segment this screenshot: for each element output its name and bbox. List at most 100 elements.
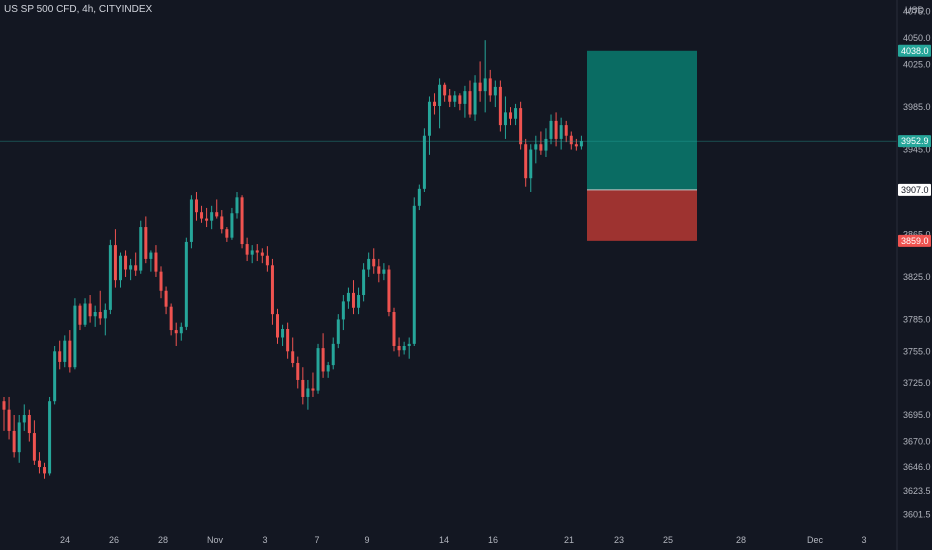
candle-body (351, 292, 355, 308)
candle-body (493, 86, 497, 96)
candle-body (569, 135, 573, 145)
x-tick-label: 16 (488, 535, 498, 545)
candle-body (48, 401, 52, 474)
price-axis[interactable]: 4075.0 4050.0 4025.0 3985.0 3945.0 3865.0 3825… (896, 0, 931, 550)
candle-body (149, 252, 153, 259)
candle-body (73, 305, 77, 368)
y-tick-label: 4025.0 (903, 60, 931, 70)
candle-body (473, 82, 477, 115)
x-tick-label: 9 (364, 535, 369, 545)
candle-body (245, 244, 249, 255)
candle-body (32, 433, 36, 461)
candle-body (134, 265, 138, 271)
candle-body (417, 188, 421, 206)
price-tag-last: 3952.9 (898, 135, 931, 148)
candle-body (184, 241, 188, 327)
price-tag-stop: 3859.0 (898, 234, 931, 247)
candle-body (113, 245, 117, 281)
time-axis[interactable]: 24 26 28 Nov 3 7 9 14 16 21 23 25 28 Dec 3 (60, 535, 867, 545)
candle-body (306, 388, 310, 397)
y-tick-label: 3623.5 (903, 486, 931, 496)
price-tags: 4038.0 3952.9 3907.0 3859.0 (898, 44, 931, 247)
x-tick-label: 21 (564, 535, 574, 545)
y-tick-label: 3825.0 (903, 272, 931, 282)
y-tick-label: 3725.0 (903, 378, 931, 388)
candle-body (225, 229, 229, 238)
candle-body (58, 351, 62, 362)
candle-body (468, 91, 472, 115)
candle-body (311, 388, 315, 391)
candle-body (154, 252, 158, 272)
candle-body (296, 362, 300, 380)
profit-zone[interactable] (587, 50, 697, 190)
y-tick-label: 3601.5 (903, 509, 931, 519)
candle-body (27, 415, 31, 434)
y-tick-label: 3670.0 (903, 437, 931, 447)
candle-body (498, 86, 502, 126)
position-zones[interactable] (587, 50, 697, 241)
chart-title: US SP 500 CFD, 4h, CITYINDEX (4, 4, 153, 15)
candle-body (255, 250, 259, 253)
candle-body (2, 401, 6, 410)
candle-body (402, 345, 406, 351)
candle-body (407, 343, 411, 346)
price-tag-label: 3907.0 (901, 185, 929, 195)
candle-body (326, 365, 330, 372)
candle-body (235, 197, 239, 214)
x-tick-label: 28 (736, 535, 746, 545)
candles (2, 40, 583, 479)
candle-body (17, 422, 21, 453)
loss-zone[interactable] (587, 189, 697, 241)
candle-body (88, 303, 92, 317)
x-tick-label: 3 (861, 535, 866, 545)
candle-body (362, 269, 366, 296)
x-tick-label: 3 (262, 535, 267, 545)
candle-body (189, 199, 193, 242)
candle-body (270, 265, 274, 315)
candle-body (7, 409, 11, 431)
candle-body (78, 305, 82, 325)
candle-body (483, 78, 487, 92)
x-tick-label: 26 (109, 535, 119, 545)
candle-body (301, 379, 305, 397)
candle-body (164, 290, 168, 307)
candle-body (478, 82, 482, 92)
candle-body (12, 430, 16, 453)
candle-body (579, 141, 583, 147)
candle-body (448, 95, 452, 102)
x-tick-label: Nov (207, 535, 224, 545)
x-tick-label: Dec (807, 535, 824, 545)
candle-body (159, 271, 163, 291)
candle-body (367, 258, 371, 270)
candle-body (210, 212, 214, 221)
candle-body (93, 312, 97, 317)
candle-body (438, 84, 442, 107)
candle-body (422, 135, 426, 189)
candle-body (53, 351, 57, 402)
y-tick-label: 4075.0 (903, 6, 931, 16)
price-tag-label: 3952.9 (901, 136, 929, 146)
candle-body (458, 95, 462, 104)
candle-body (559, 125, 563, 139)
candle-body (509, 112, 512, 119)
x-tick-label: 24 (60, 535, 70, 545)
price-tag-entry: 3907.0 (898, 183, 931, 196)
candle-body (331, 343, 335, 366)
candle-body (124, 255, 128, 270)
candle-body (514, 108, 518, 119)
candle-body (336, 319, 340, 344)
candle-body (260, 252, 264, 256)
candle-body (22, 415, 26, 423)
candle-body (215, 212, 219, 217)
candle-body (341, 301, 345, 320)
candle-body (397, 345, 401, 351)
candle-body (488, 78, 492, 96)
candle-body (549, 120, 553, 139)
candle-body (220, 216, 224, 230)
y-tick-label: 3865.0 (903, 229, 931, 239)
candle-body (118, 255, 122, 281)
candle-body (250, 250, 254, 255)
x-tick-label: 28 (158, 535, 168, 545)
candle-body (83, 303, 87, 325)
